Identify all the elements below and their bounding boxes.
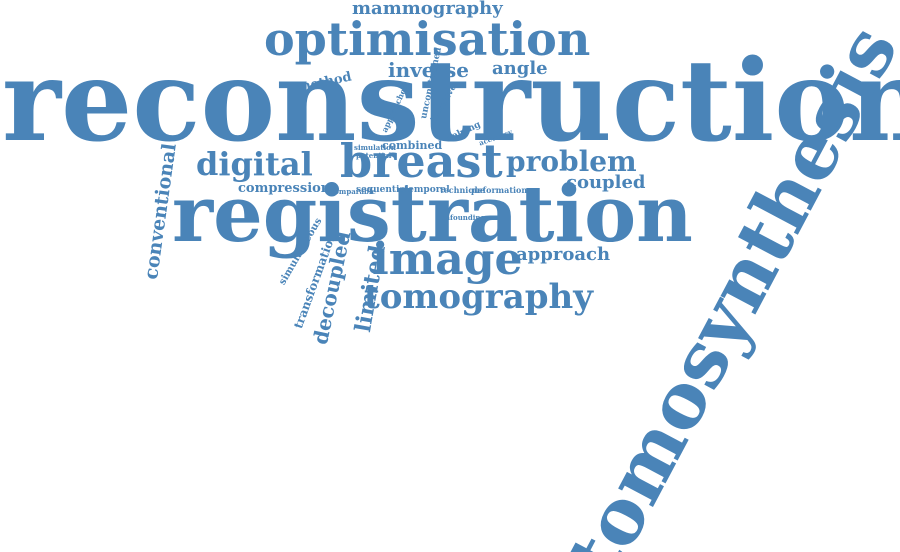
word-digital: digital bbox=[196, 145, 313, 183]
word-temporal: temporal bbox=[404, 185, 450, 195]
word-image: image bbox=[372, 234, 523, 285]
word-simulation: simulation bbox=[354, 143, 396, 152]
word-deformation: deformation bbox=[472, 185, 528, 195]
word-angle: angle bbox=[492, 58, 548, 79]
word-compression: compression bbox=[238, 181, 331, 196]
word-combined: combined bbox=[382, 139, 443, 152]
word-coupled: coupled bbox=[566, 172, 646, 193]
word-problem: problem bbox=[506, 145, 637, 178]
word-approach: approach bbox=[516, 244, 611, 265]
word-breast: breast bbox=[340, 134, 503, 188]
word-registration: registration bbox=[172, 169, 693, 260]
word-comparable: comparable bbox=[330, 187, 376, 196]
word-mammography: mammography bbox=[352, 0, 503, 19]
word-optimisation: optimisation bbox=[264, 12, 591, 66]
word-tomography: tomography bbox=[364, 277, 594, 317]
word-potential: potential bbox=[356, 151, 392, 160]
word-technique: technique bbox=[440, 185, 485, 195]
word-reconstruction: reconstruction bbox=[2, 36, 900, 167]
word-sequential: sequential bbox=[356, 185, 409, 195]
word-confounding: confounding bbox=[436, 213, 486, 222]
word-inverse: inverse bbox=[388, 58, 470, 82]
